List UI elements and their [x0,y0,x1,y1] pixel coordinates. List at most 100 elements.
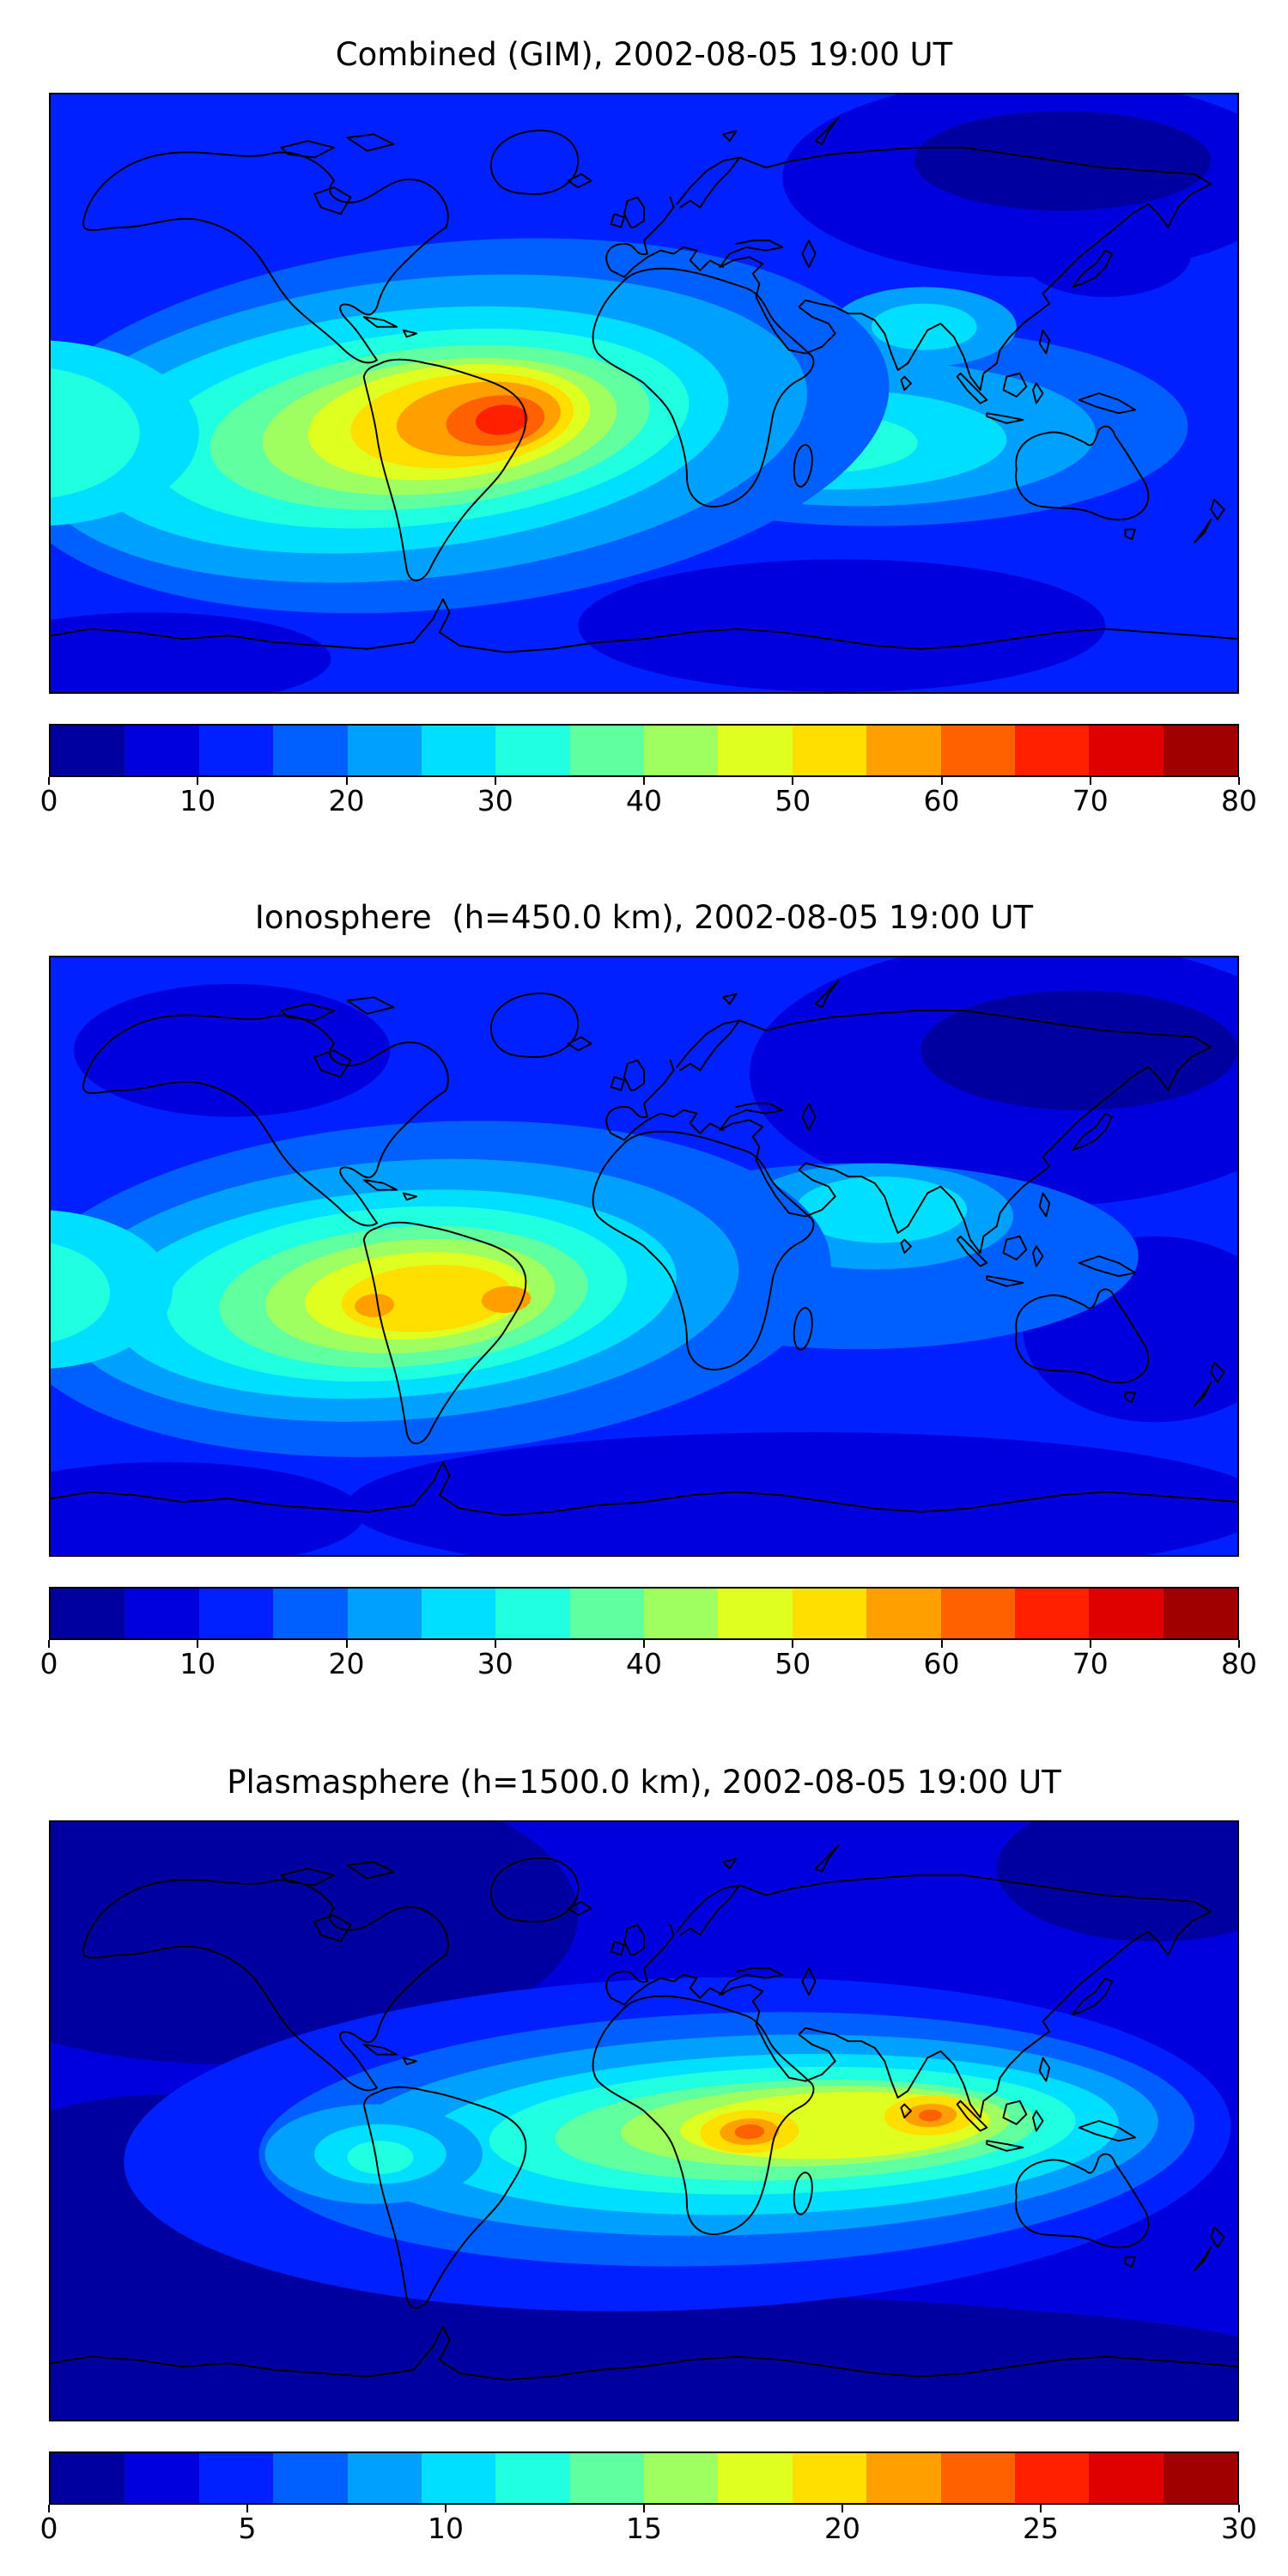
colorbar-segment [51,2453,125,2503]
colorbar-tick-label: 15 [626,2512,662,2545]
contour-band [734,2124,765,2140]
panel-combined: Combined (GIM), 2002-08-05 19:00 UT [0,0,1288,822]
contour-band [475,404,529,435]
colorbar-plasmasphere [49,2451,1239,2505]
colorbar-tick-label: 30 [477,1647,513,1680]
colorbar-segment [718,1589,793,1638]
colorbar-tick-label: 30 [1221,2512,1257,2545]
contour-band [341,1264,513,1333]
contour-band [51,368,140,498]
world-map-ionosphere [49,956,1239,1557]
colorbar-tick-mark [841,2505,843,2512]
contour-band [1019,210,1192,297]
contour-band [355,1293,395,1317]
west-edge-band [51,340,199,526]
contour-band [871,303,977,350]
colorbar-segment [125,1589,199,1638]
colorbar-tick-mark [345,1640,348,1648]
colorbar-segment [866,1589,941,1638]
colorbar-combined [49,724,1239,777]
colorbar-segment [644,726,719,775]
colorbar-tick-label: 20 [328,784,365,817]
colorbar-segment [792,726,867,775]
panel-plasmasphere: Plasmasphere (h=1500.0 km), 2002-08-05 1… [0,1685,1288,2549]
colorbar-tick-label: 60 [923,1647,960,1680]
colorbar-tick-mark [494,1640,496,1648]
contour-band [996,1822,1237,1942]
colorbar-tick-mark [1238,777,1240,785]
colorbar-tick-mark [643,777,645,785]
colorbar-tick-mark [940,1640,943,1648]
colorbar-tick-label: 70 [1072,1647,1109,1680]
colorbar-tick-label: 20 [328,1647,365,1680]
colorbar-ticks-combined: 0 10 20 30 40 50 60 70 80 [40,777,1257,822]
panel-ionosphere: Ionosphere (h=450.0 km), 2002-08-05 19:0… [0,822,1288,1685]
colorbar-segment [866,726,941,775]
colorbar-tick-label: 70 [1072,784,1109,817]
colorbar-segment [1163,2453,1237,2503]
colorbar-segment [1163,726,1237,775]
colorbar-segment [718,2453,793,2503]
contour-band [914,111,1212,211]
colorbar-tick-label: 40 [626,784,662,817]
plot-title-combined: Combined (GIM), 2002-08-05 19:00 UT [335,36,953,73]
contour-band [73,983,391,1117]
low-tec-regions [51,94,1237,692]
colorbar-tick-label: 25 [1023,2512,1059,2545]
equatorial-band [124,1977,1231,2312]
colorbar-segment [1014,2453,1090,2503]
colorbar-segment [1163,1589,1237,1638]
colorbar-tick-mark [1238,2505,1240,2512]
colorbar-tick-label: 80 [1221,1647,1257,1680]
colorbar-tick-mark [940,777,943,785]
colorbar-tick-label: 10 [428,2512,464,2545]
colorbar-segment [718,726,793,775]
colorbar-segment [273,2453,348,2503]
colorbar-segment [940,1589,1015,1638]
plot-title-ionosphere: Ionosphere (h=450.0 km), 2002-08-05 19:0… [254,899,1034,936]
colorbar-segment [569,1589,644,1638]
contour-band [51,1461,364,1555]
colorbar-segment [421,2453,496,2503]
colorbar-segment [495,1589,570,1638]
contour-band [578,559,1106,692]
colorbar-segment [1089,1589,1163,1638]
colorbar-tick-mark [48,1640,50,1648]
colorbar-segment [940,726,1015,775]
colorbar-segment [644,1589,719,1638]
contour-band [463,2306,1237,2420]
contour-band [795,1176,968,1243]
colorbar-segment [940,2453,1015,2503]
colorbar-tick-label: 0 [39,784,58,817]
colorbar-segment [569,2453,644,2503]
colorbar-segment [1014,726,1090,775]
world-map-plasmasphere [49,1820,1239,2421]
colorbar-tick-label: 10 [179,1647,216,1680]
colorbar-segment [1089,726,1163,775]
colorbar-tick-label: 5 [238,2512,257,2545]
contour-band [347,1431,1237,1555]
colorbar-tick-mark [48,2505,50,2512]
colorbar-ticks-plasmasphere: 0 5 10 15 20 25 30 [40,2505,1257,2549]
contour-band [51,612,331,692]
colorbar-tick-label: 40 [626,1647,662,1680]
colorbar-tick-mark [494,777,496,785]
colorbar-ionosphere [49,1587,1239,1640]
plot-title-plasmasphere: Plasmasphere (h=1500.0 km), 2002-08-05 1… [227,1764,1061,1801]
contour-band [919,2109,942,2122]
equatorial-anomaly [51,1121,831,1457]
colorbar-segment [125,726,199,775]
colorbar-segment [1014,1589,1090,1638]
colorbar-tick-mark [792,777,794,785]
colorbar-segment [792,1589,867,1638]
colorbar-segment [125,2453,199,2503]
colorbar-tick-mark [643,2505,645,2512]
contour-band [347,2141,414,2174]
world-map-combined [49,93,1239,694]
colorbar-tick-mark [1238,1640,1240,1648]
colorbar-tick-label: 50 [775,784,811,817]
colorbar-segment [347,726,422,775]
colorbar-segment [347,2453,422,2503]
tec-map-svg-combined [51,94,1237,692]
equatorial-anomaly [51,238,890,614]
